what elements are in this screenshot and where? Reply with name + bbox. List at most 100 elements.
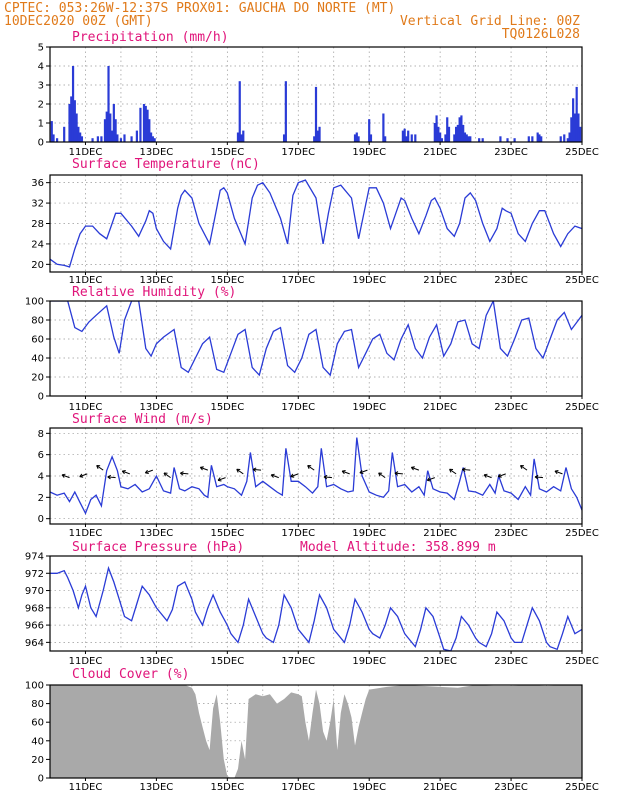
- wind-arrow-icon: [323, 474, 333, 480]
- precip-bar: [572, 98, 575, 142]
- panels-group: 0 1 2 3 4 5 11DEC 13DEC 15DEC 17DEC 19DEC 21DEC 23DE…: [25, 30, 599, 793]
- precip-bar: [437, 126, 440, 142]
- wind-arrow-icon: [520, 465, 528, 471]
- precip-bar: [105, 111, 108, 142]
- y-tick-label: 28: [31, 219, 44, 230]
- precip-bar: [52, 134, 55, 142]
- precip-bar: [112, 104, 115, 142]
- precip-bar: [536, 132, 539, 142]
- panel-wind: 0 2 4 6 8 11DEC 13DEC 15DEC 17DEC 19DEC 21DEC 23DEC…: [38, 412, 599, 539]
- x-tick-label: 25DEC: [565, 147, 599, 158]
- x-tick-label: 17DEC: [281, 528, 315, 539]
- precip-bar: [563, 134, 566, 142]
- precip-bar: [527, 136, 530, 142]
- wind-arrow-icon: [462, 467, 471, 472]
- wind-arrow-icon: [534, 474, 544, 480]
- y-tick-label: 40: [31, 354, 44, 365]
- panel-title: Surface Pressure (hPa): [72, 540, 244, 555]
- precip-bar: [566, 138, 569, 142]
- precip-bar: [467, 136, 470, 142]
- x-tick-label: 21DEC: [423, 782, 457, 793]
- precip-bar: [499, 136, 502, 142]
- precip-bar: [75, 113, 78, 142]
- precip-bar: [116, 134, 119, 142]
- precip-bar: [284, 81, 287, 142]
- x-tick-label: 13DEC: [140, 782, 174, 793]
- x-tick-label: 17DEC: [281, 147, 315, 158]
- wind-arrow-icon: [394, 471, 403, 476]
- precip-bar: [463, 132, 467, 142]
- x-tick-label: 11DEC: [69, 782, 103, 793]
- wind-arrow-icon: [61, 473, 70, 479]
- precip-bar: [314, 86, 318, 142]
- precip-bar: [149, 132, 153, 142]
- y-tick-label: 1: [38, 119, 44, 130]
- precip-bar: [318, 126, 321, 142]
- y-tick-label: 2: [38, 100, 44, 111]
- y-tick-label: 964: [25, 638, 44, 649]
- precip-bar: [236, 132, 240, 142]
- precip-bar: [91, 138, 94, 142]
- precip-bar: [242, 130, 245, 142]
- precip-bar: [540, 136, 543, 142]
- y-tick-label: 20: [31, 260, 44, 271]
- precip-bar: [368, 119, 371, 142]
- wind-arrow-icon: [163, 472, 171, 479]
- x-tick-label: 25DEC: [565, 528, 599, 539]
- x-tick-label: 15DEC: [210, 402, 244, 413]
- wind-arrow-icon: [236, 468, 244, 475]
- x-tick-label: 17DEC: [281, 782, 315, 793]
- header-location: CPTEC: 053:26W-12:37S PROX01: GAUCHA DO …: [4, 1, 395, 16]
- x-tick-label: 21DEC: [423, 275, 457, 286]
- precip-bar: [148, 119, 151, 142]
- x-tick-label: 21DEC: [423, 402, 457, 413]
- x-tick-label: 17DEC: [281, 656, 315, 667]
- precip-bar: [110, 130, 114, 142]
- wind-arrow-icon: [96, 465, 104, 471]
- precip-bar: [435, 115, 438, 142]
- precip-bar: [353, 134, 357, 142]
- x-tick-label: 17DEC: [281, 275, 315, 286]
- wind-arrow-icon: [252, 467, 262, 472]
- precip-bar: [403, 128, 406, 142]
- x-tick-label: 19DEC: [352, 275, 386, 286]
- y-tick-label: 60: [31, 335, 44, 346]
- precip-bar: [151, 136, 154, 142]
- precip-bar: [401, 130, 404, 142]
- x-tick-label: 19DEC: [352, 782, 386, 793]
- precip-bar: [100, 136, 103, 142]
- precip-bar: [96, 136, 99, 142]
- x-tick-label: 17DEC: [281, 402, 315, 413]
- x-tick-label: 21DEC: [423, 147, 457, 158]
- precip-bar: [71, 66, 75, 142]
- y-tick-label: 100: [25, 681, 44, 692]
- precip-bar: [478, 138, 481, 142]
- y-tick-label: 100: [25, 297, 44, 308]
- x-tick-label: 25DEC: [565, 275, 599, 286]
- x-tick-label: 23DEC: [494, 275, 528, 286]
- y-tick-label: 5: [38, 43, 44, 54]
- panel-precipitation: 0 1 2 3 4 5 11DEC 13DEC 15DEC 17DEC 19DEC 21DEC 23DE…: [38, 30, 599, 158]
- precip-bar: [469, 136, 472, 142]
- x-tick-label: 15DEC: [210, 656, 244, 667]
- precip-bar: [144, 105, 147, 142]
- panel-temperature: 20 24 28 32 36 11DEC 13DEC 15DEC 17DEC 19DEC 21DEC…: [31, 157, 599, 286]
- x-tick-label: 11DEC: [69, 656, 103, 667]
- precip-bar: [55, 138, 59, 142]
- x-tick-label: 25DEC: [565, 656, 599, 667]
- y-tick-label: 4: [38, 472, 44, 483]
- panel-title: Relative Humidity (%): [72, 285, 236, 300]
- x-tick-label: 13DEC: [140, 402, 174, 413]
- precip-bar: [579, 126, 582, 142]
- y-tick-label: 24: [31, 239, 44, 250]
- precip-bar: [109, 113, 112, 142]
- precip-bar: [63, 126, 66, 142]
- plot-frame: [49, 300, 583, 397]
- precip-bar: [405, 136, 408, 142]
- x-tick-label: 15DEC: [210, 147, 244, 158]
- x-tick-label: 21DEC: [423, 528, 457, 539]
- wind-arrow-icon: [359, 469, 368, 475]
- precip-bar: [240, 134, 243, 142]
- precip-bar: [142, 104, 146, 142]
